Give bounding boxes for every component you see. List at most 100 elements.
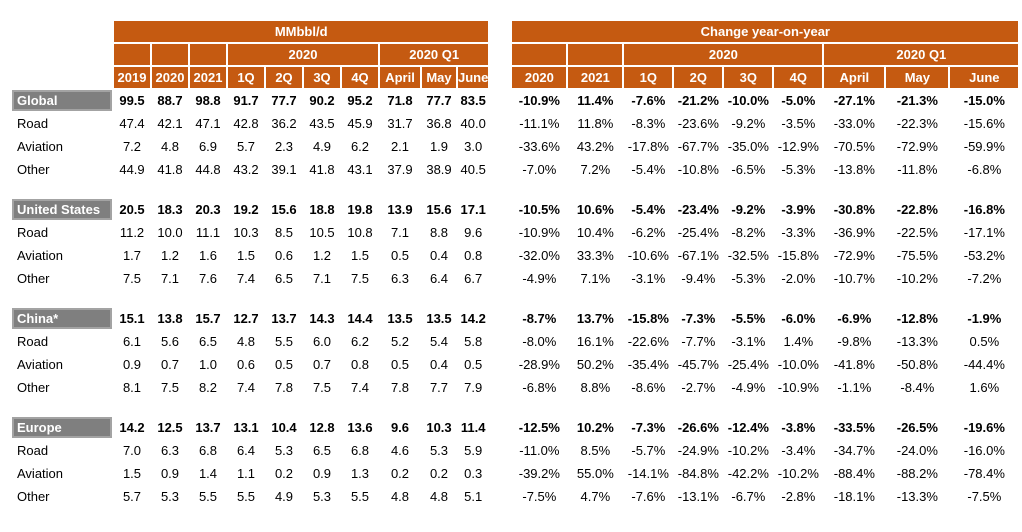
- data-cell: -23.6%: [677, 116, 719, 131]
- data-cell: -14.1%: [627, 466, 669, 481]
- data-cell: 13.6: [347, 420, 373, 435]
- data-cell: 7.8: [274, 380, 294, 395]
- table-row: -11.1% 11.8% -8.3% -23.6% -9.2% -3.5% -33.0% -2…: [512, 113, 1018, 134]
- data-cell: -67.1%: [677, 248, 719, 263]
- data-cell: 71.8: [387, 93, 413, 108]
- data-cell: 6.4: [429, 271, 449, 286]
- row-label: Other: [17, 162, 50, 177]
- data-cell: 11.1: [195, 225, 221, 240]
- col-header: 3Q: [724, 67, 773, 88]
- data-cell: 6.2: [350, 139, 370, 154]
- table-row: Other 8.1 7.5 8.2 7.4 7.8 7.5 7.4 7.8 7.7 7.9: [12, 377, 488, 398]
- row-label: Aviation: [17, 466, 64, 481]
- data-cell: -5.4%: [631, 202, 666, 217]
- data-cell: 7.4: [236, 380, 256, 395]
- data-cell: -12.4%: [727, 420, 769, 435]
- data-cell: 90.2: [309, 93, 335, 108]
- data-cell: 44.9: [119, 162, 145, 177]
- data-cell: -5.5%: [731, 311, 766, 326]
- data-cell: 0.9: [312, 466, 332, 481]
- data-cell: -41.8%: [833, 357, 875, 372]
- data-cell: 1.4%: [783, 334, 814, 349]
- data-cell: 4.9: [312, 139, 332, 154]
- data-cell: 5.3: [160, 489, 180, 504]
- data-cell: 99.5: [119, 93, 145, 108]
- data-cell: 1.2: [312, 248, 332, 263]
- data-cell: 7.4: [236, 271, 256, 286]
- data-cell: -5.0%: [781, 93, 816, 108]
- data-cell: -22.5%: [896, 225, 938, 240]
- table-row: -7.0% 7.2% -5.4% -10.8% -6.5% -5.3% -13.8% -11.…: [512, 159, 1018, 180]
- data-cell: 10.6%: [576, 202, 614, 217]
- data-cell: 16.1%: [576, 334, 614, 349]
- data-cell: 1.1: [236, 466, 256, 481]
- data-cell: 5.3: [429, 443, 449, 458]
- table-row: -10.9% 11.4% -7.6% -21.2% -10.0% -5.0% -27.1% -…: [512, 90, 1018, 111]
- section-row-label: United States: [12, 199, 112, 220]
- data-cell: 45.9: [347, 116, 373, 131]
- data-cell: 0.5%: [969, 334, 1000, 349]
- data-cell: 8.1: [122, 380, 142, 395]
- data-cell: 11.2: [119, 225, 145, 240]
- data-cell: 5.8: [464, 334, 483, 349]
- data-cell: 83.5: [460, 93, 486, 108]
- data-cell: -5.7%: [631, 443, 666, 458]
- data-cell: 33.3%: [576, 248, 614, 263]
- data-cell: 6.8: [350, 443, 370, 458]
- data-cell: -72.9%: [896, 139, 938, 154]
- data-cell: 10.3: [426, 420, 452, 435]
- data-cell: 38.9: [426, 162, 452, 177]
- data-cell: -7.6%: [631, 489, 666, 504]
- data-cell: 10.4: [271, 420, 297, 435]
- empty-header-cell: [190, 44, 226, 65]
- table-row: Aviation 1.7 1.2 1.6 1.5 0.6 1.2 1.5 0.5 0.4 0.8: [12, 245, 488, 266]
- data-cell: -2.7%: [681, 380, 716, 395]
- data-cell: 1.6%: [969, 380, 1000, 395]
- data-cell: -32.0%: [518, 248, 560, 263]
- data-cell: -2.8%: [781, 489, 816, 504]
- data-cell: -1.1%: [837, 380, 872, 395]
- data-cell: -88.2%: [896, 466, 938, 481]
- corner-spacer: [12, 44, 112, 65]
- data-cell: 7.4: [350, 380, 370, 395]
- data-cell: 9.6: [464, 225, 483, 240]
- data-cell: 5.2: [390, 334, 410, 349]
- data-cell: 91.7: [233, 93, 259, 108]
- col-header: 2021: [568, 67, 623, 88]
- data-cell: -7.3%: [631, 420, 666, 435]
- row-label: Other: [17, 380, 50, 395]
- data-cell: -33.5%: [833, 420, 875, 435]
- data-cell: 8.8%: [580, 380, 611, 395]
- data-cell: -28.9%: [518, 357, 560, 372]
- table-row: -11.0% 8.5% -5.7% -24.9% -10.2% -3.4% -34.7% -2…: [512, 440, 1018, 461]
- col-header: May: [422, 67, 456, 88]
- row-label: Other: [17, 489, 50, 504]
- data-cell: -15.6%: [963, 116, 1005, 131]
- row-label: Road: [17, 225, 49, 240]
- colgroup-2020-label: 2020: [228, 44, 378, 65]
- col-header: April: [380, 67, 420, 88]
- data-cell: 40.5: [460, 162, 486, 177]
- data-cell: 0.2: [274, 466, 294, 481]
- table-row: -8.0% 16.1% -22.6% -7.7% -3.1% 1.4% -9.8% -13.3…: [512, 331, 1018, 352]
- data-cell: 13.8: [157, 311, 183, 326]
- data-cell: 11.8%: [577, 116, 614, 131]
- data-cell: -18.1%: [833, 489, 875, 504]
- data-cell: 15.6: [426, 202, 452, 217]
- data-cell: -70.5%: [833, 139, 875, 154]
- data-cell: -10.5%: [518, 202, 560, 217]
- data-cell: 13.1: [233, 420, 259, 435]
- data-cell: -10.0%: [777, 357, 819, 372]
- data-cell: 43.5: [309, 116, 335, 131]
- data-cell: 7.5: [312, 380, 332, 395]
- data-cell: 1.0: [198, 357, 218, 372]
- data-cell: 8.2: [198, 380, 218, 395]
- data-cell: 7.8: [390, 380, 410, 395]
- col-header: May: [886, 67, 949, 88]
- data-cell: -15.8%: [627, 311, 669, 326]
- data-cell: -2.0%: [781, 271, 816, 286]
- data-cell: -6.9%: [837, 311, 872, 326]
- data-cell: 36.8: [426, 116, 452, 131]
- data-cell: -24.9%: [677, 443, 719, 458]
- data-cell: -12.5%: [518, 420, 560, 435]
